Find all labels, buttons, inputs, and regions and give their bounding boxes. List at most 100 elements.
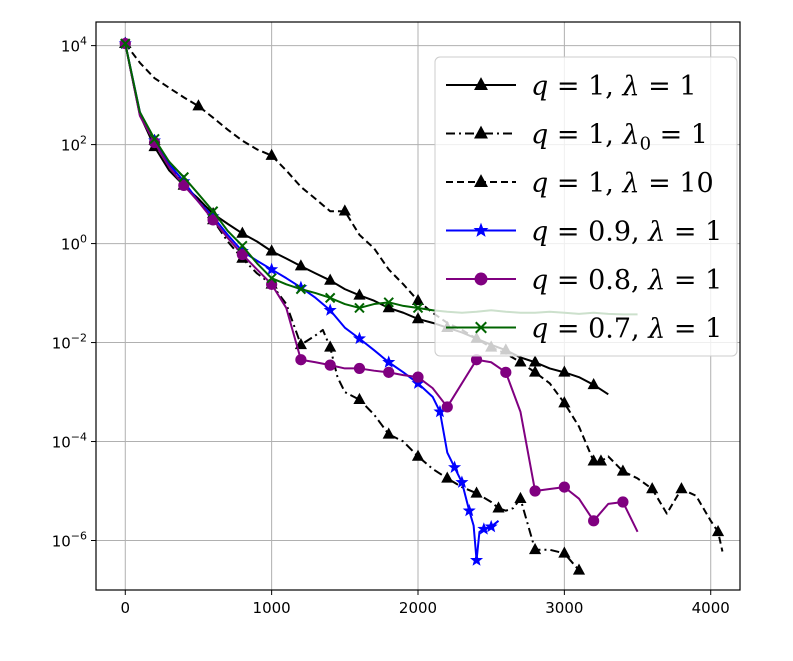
triangle-marker [558, 396, 571, 408]
y-tick-base: 10 [61, 137, 80, 155]
x-tick-label: 2000 [399, 599, 437, 617]
triangle-marker [470, 486, 483, 498]
star-marker [462, 503, 476, 517]
star-marker [470, 553, 484, 566]
triangle-marker [411, 312, 425, 324]
star-marker [448, 460, 462, 473]
triangle-marker [294, 259, 307, 271]
legend-label-part: = 10 [640, 168, 714, 199]
series-line [124, 43, 609, 396]
triangle-marker [441, 471, 454, 483]
series-line [124, 42, 724, 552]
legend-label-part: λ [647, 217, 665, 248]
y-tick-label: 100 [61, 233, 87, 254]
triangle-marker [646, 482, 659, 494]
triangle-marker [236, 226, 249, 238]
triangle-marker [572, 563, 586, 575]
y-tick-base: 10 [52, 335, 71, 353]
legend-entry: q = 1, λ = 10 [446, 168, 714, 199]
legend-label: q = 1, λ = 10 [531, 168, 714, 199]
x-marker [207, 206, 219, 217]
triangle-marker [324, 340, 337, 352]
y-tick-label: 10−2 [52, 332, 87, 353]
legend: q = 1, λ = 1q = 1, λ0 = 1q = 1, λ = 10q … [434, 56, 738, 357]
star-marker [455, 475, 469, 488]
y-tick-base: 10 [61, 236, 80, 254]
triangle-marker [587, 454, 600, 466]
triangle-marker [558, 546, 571, 558]
triangle-marker [411, 293, 425, 306]
triangle-marker [338, 204, 351, 216]
triangle-marker [382, 301, 395, 313]
y-tick-exponent: −4 [71, 431, 87, 444]
star-marker [323, 303, 337, 316]
legend-label: q = 0.9, λ = 1 [531, 217, 722, 248]
triangle-marker [411, 449, 425, 461]
circle-marker [383, 366, 395, 378]
triangle-marker [711, 524, 725, 537]
x-marker [295, 283, 307, 295]
star-marker [484, 519, 498, 533]
circle-marker [474, 272, 488, 286]
circle-marker [441, 401, 453, 413]
circle-marker [588, 515, 600, 527]
triangle-marker [529, 542, 542, 555]
legend-label-part: = 1, [548, 71, 622, 102]
triangle-marker [529, 365, 542, 377]
circle-marker [178, 179, 190, 191]
triangle-marker [353, 288, 366, 300]
legend-entry: q = 1, λ = 1 [446, 71, 697, 102]
x-marker [149, 133, 160, 145]
y-tick-exponent: −2 [71, 332, 87, 345]
legend-label: q = 1, λ0 = 1 [531, 120, 708, 155]
triangle-marker [474, 125, 488, 139]
legend-label-part: = 1, [548, 120, 622, 151]
circle-marker [324, 359, 336, 371]
circle-marker [353, 362, 366, 375]
y-tick-label: 10−6 [52, 530, 87, 551]
legend-label-part: = 0.8, [548, 265, 648, 296]
legend-label-part: = 1 [665, 314, 722, 345]
x-marker [412, 302, 424, 314]
legend-label-part: = 0.7, [548, 314, 648, 345]
legend-label-part: = 0.9, [548, 217, 648, 248]
triangle-marker [265, 148, 278, 160]
star-marker [265, 262, 279, 275]
legend-label-part: = 1 [651, 120, 708, 151]
star-marker [352, 331, 366, 345]
legend-label-part: = 1 [665, 217, 722, 248]
triangle-marker [558, 365, 571, 377]
legend-label-part: λ [647, 265, 665, 296]
circle-marker [295, 354, 307, 366]
y-tick-label: 102 [61, 134, 87, 155]
x-marker [354, 302, 365, 314]
legend-label-part: q [531, 168, 548, 199]
triangle-marker [382, 427, 395, 439]
legend-label-part: λ [647, 314, 665, 345]
circle-marker [236, 248, 248, 261]
circle-marker [529, 485, 541, 497]
circle-marker [500, 366, 512, 378]
x-marker [120, 38, 131, 49]
legend-label-part: λ [621, 71, 639, 102]
legend-label-part: λ [621, 168, 639, 199]
legend-label-part: = 1, [548, 168, 622, 199]
legend-label: q = 0.8, λ = 1 [531, 265, 722, 296]
star-marker [473, 222, 489, 237]
legend-box [434, 56, 738, 357]
legend-label: q = 0.7, λ = 1 [531, 314, 722, 345]
y-tick-base: 10 [52, 533, 71, 551]
y-tick-label: 104 [61, 35, 87, 56]
triangle-marker [514, 355, 527, 367]
x-tick-label: 4000 [692, 599, 730, 617]
y-tick-label: 10−4 [52, 431, 87, 452]
legend-label-part: 0 [640, 134, 651, 155]
legend-label-part: q [531, 217, 548, 248]
circle-marker [617, 496, 629, 508]
triangle-marker [294, 337, 307, 350]
x-marker [383, 297, 394, 308]
triangle-marker [514, 491, 527, 503]
y-tick-exponent: −6 [71, 530, 87, 543]
